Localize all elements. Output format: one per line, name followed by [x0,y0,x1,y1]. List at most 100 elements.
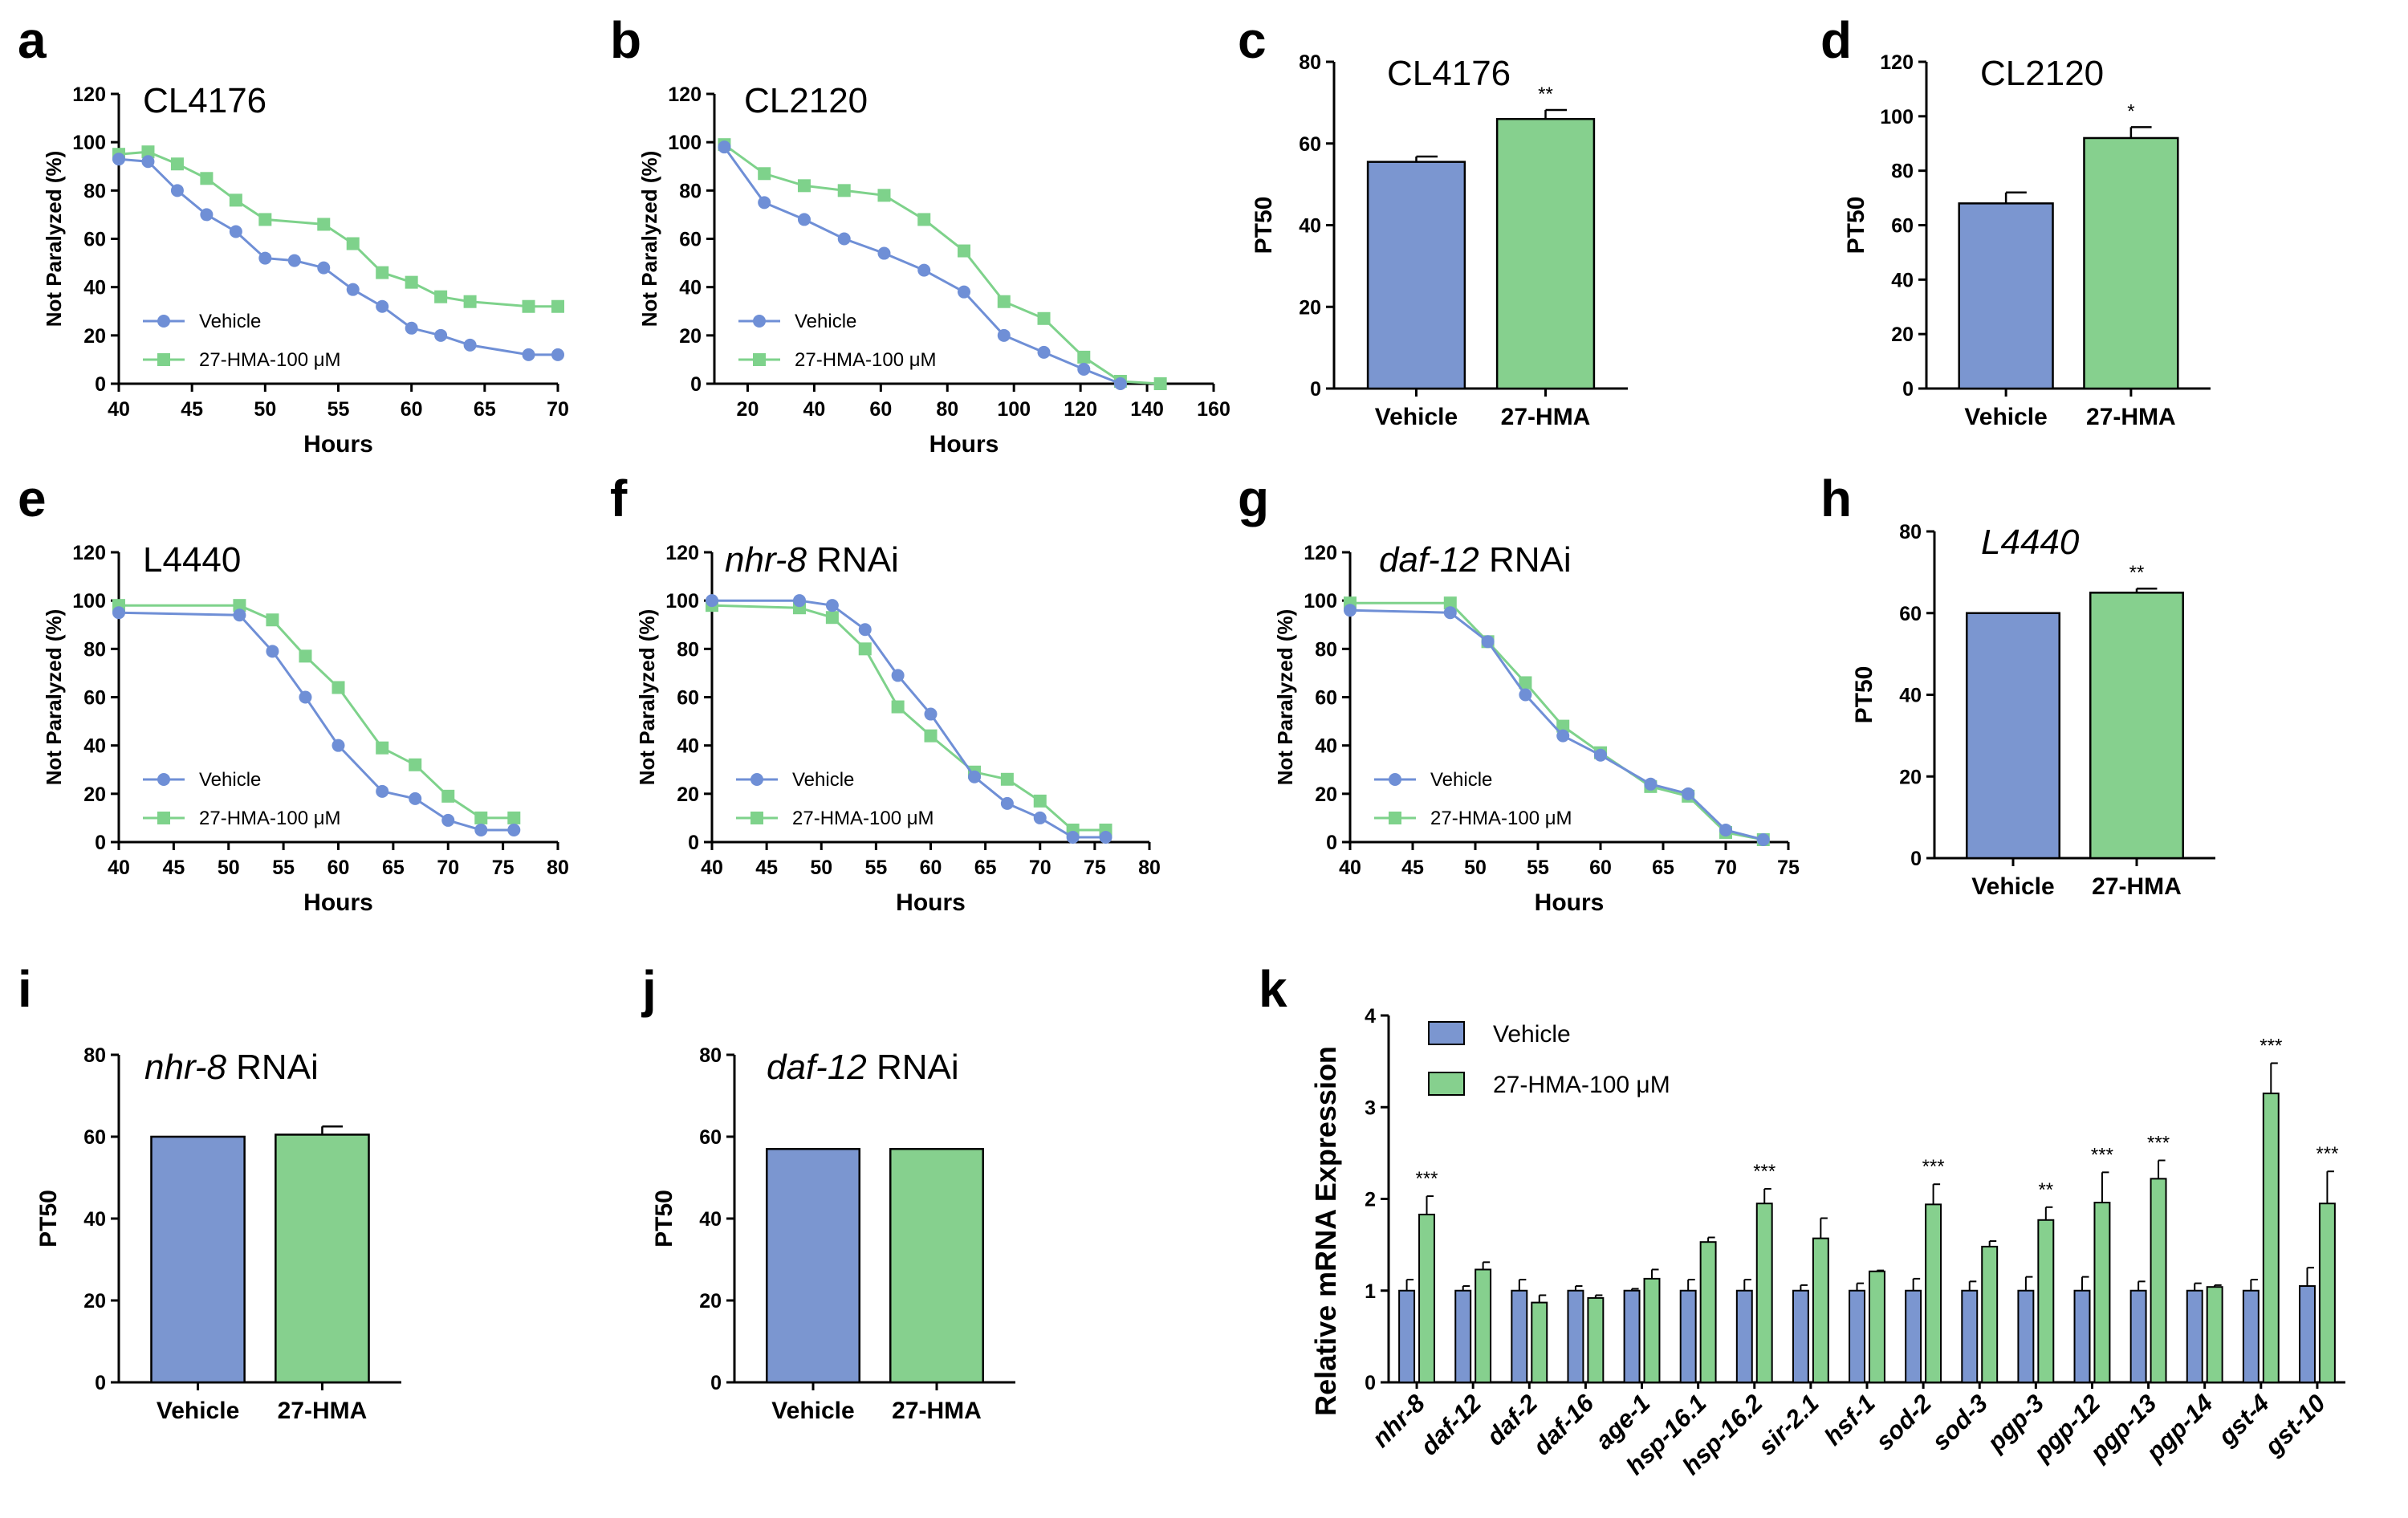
data-point-27-hma [258,213,272,226]
legend-label: Vehicle [199,769,261,791]
legend-label: 27-HMA-100 μM [1493,1072,1670,1098]
x-tick-label: 75 [492,857,515,879]
x-tick-label: 55 [864,857,887,879]
data-point-vehicle [1113,377,1127,390]
data-point-vehicle [797,213,811,226]
x-tick-label: 45 [755,857,778,879]
data-point-vehicle [858,623,872,637]
x-axis-label: Hours [303,431,373,458]
data-point-vehicle [1644,777,1658,791]
bar-27-hma [1869,1270,1885,1383]
bar-vehicle [1623,1289,1641,1383]
data-point-vehicle [551,348,564,361]
y-tick-label: 40 [1315,735,1337,758]
data-point-27-hma [1443,596,1457,610]
x-tick-label: 75 [1084,857,1106,879]
chart-title: L4440 [1981,523,2080,562]
chart-title-italic: nhr-8 [725,540,807,580]
bar-vehicle [2242,1289,2260,1383]
data-point-27-hma [858,642,872,656]
x-tick-label: 70 [437,857,459,879]
y-tick-label: 80 [83,1044,106,1067]
legend-label: Vehicle [1430,769,1492,791]
data-point-vehicle [233,608,246,622]
data-point-vehicle [346,283,360,296]
chart-title-rest: RNAi [807,540,899,580]
significance-mark: *** [2260,1035,2282,1056]
data-point-27-hma [1153,377,1167,390]
data-point-vehicle [1099,830,1112,844]
chart-title-italic: daf-12 [1379,540,1479,580]
bar-27-hma [2037,1219,2055,1383]
legend-label: 27-HMA-100 μM [792,808,934,829]
data-point-27-hma [877,189,891,202]
y-tick-label: 60 [83,1126,106,1149]
panel-e-chart: L4440 0 20 40 60 80 100 120 40 45 50 55 60 65 70 75 80 Ho… [42,540,569,916]
x-tick-label: 40 [1339,857,1361,879]
y-tick-label: 20 [1891,324,1914,346]
y-tick-label: 120 [1304,542,1337,564]
data-point-vehicle [409,792,422,805]
bar-27-hma [275,1133,370,1384]
data-point-vehicle [917,263,931,277]
data-point-27-hma [758,167,771,181]
y-axis-label: Relative mRNA Expression [1309,1046,1342,1416]
y-tick-label: 20 [83,325,106,348]
significance-mark: *** [2316,1143,2338,1165]
y-tick-label: 100 [665,590,699,612]
legend-marker-vehicle [157,315,170,328]
y-tick-label: 80 [1899,521,1922,543]
bar-27-hma [1699,1241,1717,1384]
x-tick-label: 45 [1401,857,1424,879]
legend-marker-vehicle [753,315,766,328]
series-line-vehicle [118,157,558,356]
chart-title-rest: RNAi [226,1048,319,1087]
legend-label: 27-HMA-100 μM [199,808,341,829]
bar-vehicle [2299,1285,2316,1383]
data-point-27-hma [1519,676,1532,690]
category-label: 27-HMA [892,1398,982,1424]
x-tick-label: 45 [181,398,203,421]
legend-label: Vehicle [199,311,261,332]
series-line-vehicle [1349,608,1764,841]
x-tick-label: 60 [869,398,892,421]
y-tick-label: 0 [690,373,702,396]
y-tick-label: 3 [1365,1097,1376,1119]
x-tick-label: 60 [401,398,423,421]
x-tick-label: 65 [474,398,496,421]
y-tick-label: 20 [677,783,699,806]
chart-title-italic: daf-12 [767,1048,867,1087]
bar-vehicle [1792,1289,1809,1383]
legend-marker-27-hma [157,353,170,366]
panel-letter-e: e [18,470,47,527]
bar-vehicle [1567,1289,1584,1383]
data-point-vehicle [837,232,851,246]
data-point-vehicle [1037,345,1051,359]
gene-label: daf-16 [1527,1389,1600,1461]
y-tick-label: 1 [1365,1280,1376,1303]
y-tick-label: 20 [679,325,702,348]
chart-title: CL4176 [1387,54,1511,93]
bar-27-hma [2089,592,2184,860]
y-axis-label: PT50 [651,1190,677,1247]
panel-g-chart: daf-12 RNAi 0 20 40 60 80 100 120 40 45 50 55 60 65 70… [1273,540,1800,916]
bar-vehicle [766,1148,860,1384]
data-point-vehicle [1443,606,1457,620]
data-point-vehicle [474,823,488,836]
bar-27-hma [1981,1245,1999,1384]
y-tick-label: 60 [1299,133,1321,156]
panel-d-chart: CL2120 0 20 40 60 80 100 120 PT50 Vehicle 27-HMA * [1843,51,2211,430]
x-tick-label: 60 [920,857,942,879]
y-tick-label: 0 [688,832,699,854]
data-point-vehicle [332,739,345,752]
gene-label: hsf-1 [1819,1389,1881,1451]
chart-title: CL2120 [744,81,868,120]
panel-b-chart: CL2120 0 20 40 60 80 100 120 20 40 60 80 100 120 140 16… [637,81,1230,458]
data-point-vehicle [825,599,839,612]
y-tick-label: 80 [679,180,702,202]
bar-27-hma [1925,1203,1942,1383]
category-label: 27-HMA [2092,873,2182,900]
y-tick-label: 60 [1891,215,1914,238]
data-point-vehicle [170,184,184,197]
